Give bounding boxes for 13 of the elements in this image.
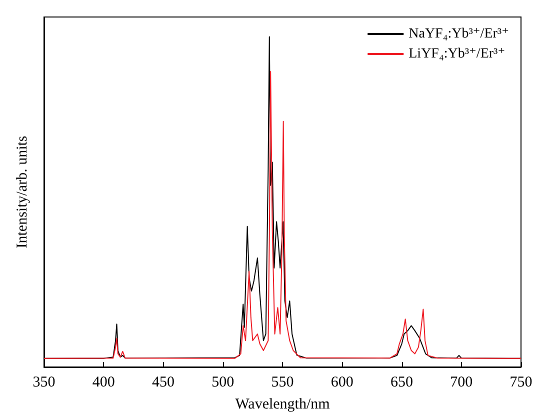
x-tick-label: 350: [32, 374, 56, 390]
x-axis-title: Wavelength/nm: [235, 396, 330, 412]
x-tick-label: 650: [390, 374, 413, 390]
y-axis-title: Intensity/arb. units: [14, 136, 30, 248]
legend-label: LiYF₄:Yb³⁺/Er³⁺: [408, 46, 506, 62]
x-tick-label: 400: [92, 374, 115, 390]
x-tick-label: 500: [212, 374, 234, 390]
x-tick-label: 600: [330, 374, 354, 390]
x-tick-label: 450: [152, 374, 174, 390]
x-tick-label: 550: [271, 374, 294, 390]
legend-label: NaYF₄:Yb³⁺/Er³⁺: [408, 26, 510, 42]
x-tick-label: 750: [510, 374, 532, 390]
x-tick-label: 700: [450, 374, 473, 390]
